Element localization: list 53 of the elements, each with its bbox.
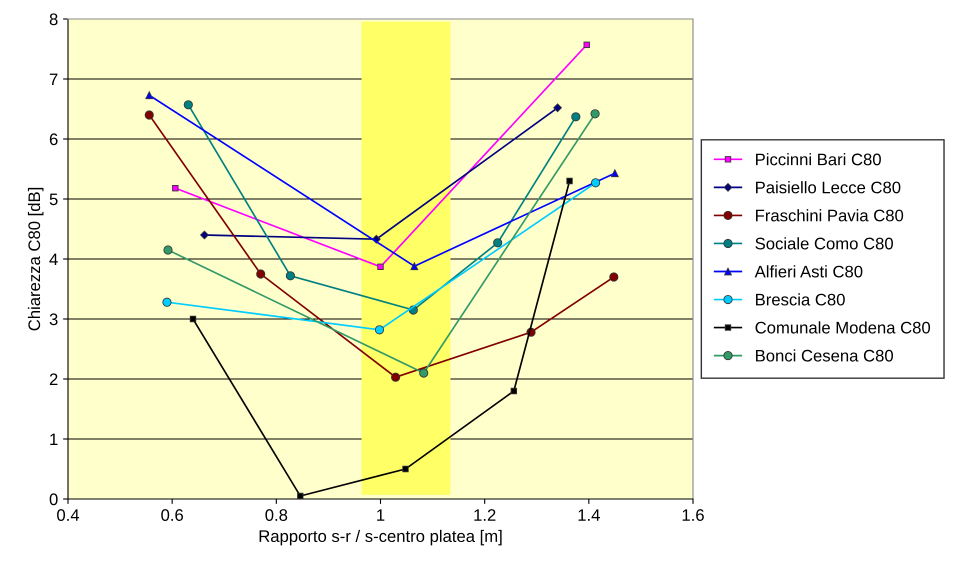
x-tick-label: 1.2 [474, 509, 496, 521]
x-tick-label: 1.4 [578, 509, 600, 521]
legend-label: Paisiello Lecce C80 [756, 181, 900, 194]
point [190, 316, 196, 322]
point [200, 230, 209, 240]
point [256, 269, 266, 279]
point [144, 110, 154, 120]
point [377, 264, 384, 270]
legend-label: Alfieri Asti C80 [754, 265, 862, 278]
point [297, 492, 304, 499]
x-axis-title: Rapporto s-r / s-centro platea [m] [260, 530, 502, 546]
legend-label: Sociale Como C80 [755, 237, 893, 250]
x-tick-label: 1 [377, 509, 384, 521]
point [510, 388, 518, 394]
x-tick-label: 0.8 [265, 509, 288, 521]
point [591, 178, 600, 188]
point [163, 245, 173, 255]
point [493, 238, 502, 248]
point [566, 178, 573, 184]
legend-label: Comunale Modena C80 [756, 321, 930, 334]
x-tick-label: 0.6 [161, 509, 184, 521]
y-tick-label: 0 [50, 493, 58, 506]
y-tick-label: 6 [50, 133, 58, 146]
point [162, 298, 172, 307]
legend-label: Brescia C80 [756, 293, 845, 306]
y-tick-label: 8 [50, 13, 58, 26]
x-tick-label: 0.4 [57, 509, 80, 521]
point [145, 91, 154, 100]
x-tick-label: 1.6 [682, 509, 704, 521]
legend-label: Bonci Cesena C80 [756, 349, 893, 362]
point [610, 169, 619, 178]
point [410, 262, 418, 270]
y-axis-title: Chiarezza C80 [dB] [28, 188, 44, 330]
y-tick-label: 5 [50, 194, 58, 206]
point [553, 103, 562, 112]
y-tick-label: 4 [49, 254, 58, 266]
point [172, 185, 178, 192]
point [419, 368, 428, 378]
point [590, 109, 600, 118]
point [286, 271, 295, 280]
y-tick-label: 3 [50, 313, 58, 326]
legend-label: Piccinni Bari C80 [756, 153, 881, 166]
y-tick-label: 7 [50, 74, 58, 86]
point [374, 325, 384, 334]
point [609, 272, 618, 282]
point [402, 466, 409, 472]
point [584, 42, 590, 48]
y-tick-label: 2 [50, 373, 58, 386]
point [391, 372, 400, 382]
point [571, 112, 580, 122]
y-tick-label: 1 [50, 434, 58, 446]
legend-label: Fraschini Pavia C80 [756, 209, 904, 222]
point [184, 100, 193, 110]
